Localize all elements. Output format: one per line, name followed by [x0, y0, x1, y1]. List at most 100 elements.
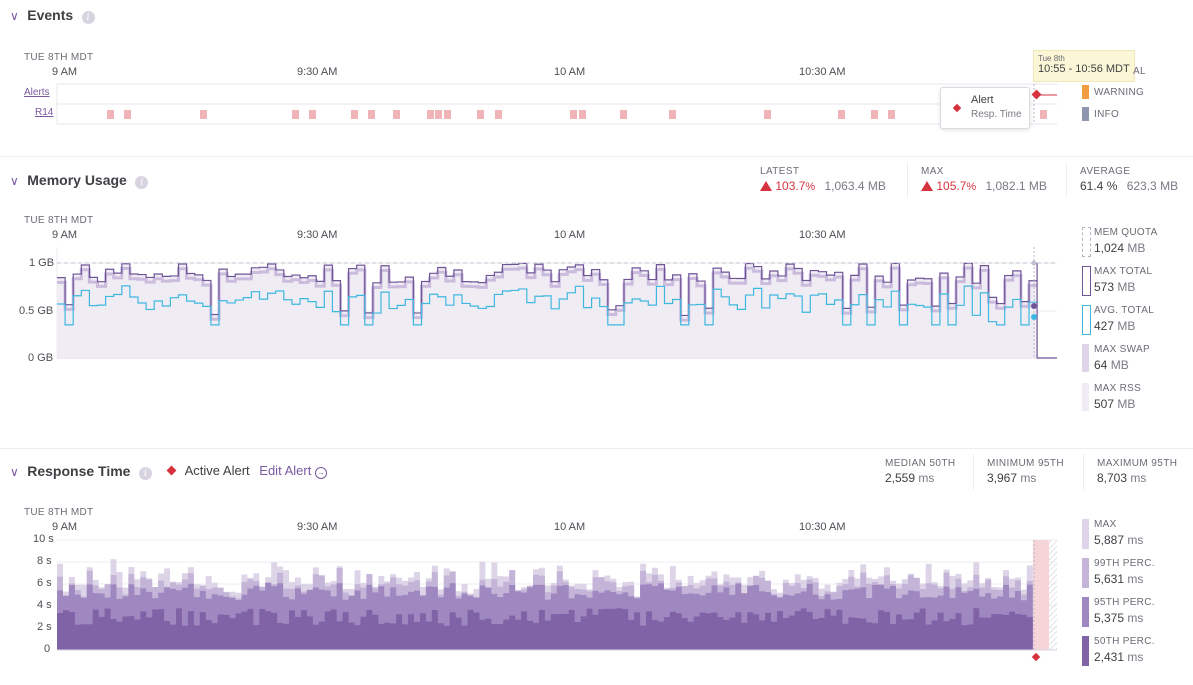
mem-drop-line [1036, 263, 1057, 359]
mem-swap-band [57, 266, 1038, 322]
r14-event-mark [838, 110, 845, 119]
response-tick-1030am: 10:30 AM [799, 521, 846, 533]
edit-alert-link[interactable]: Edit Alert [259, 463, 312, 478]
r14-event-mark [435, 110, 442, 119]
r14-event-mark [477, 110, 484, 119]
chevron-down-icon[interactable]: ∨ [10, 9, 19, 23]
memory-header[interactable]: ∨ Memory Usage i [10, 172, 149, 190]
stat-average-mb: 623.3 MB [1126, 179, 1179, 193]
r14-event-mark [579, 110, 586, 119]
r14-event-mark [200, 110, 207, 119]
stat-divider [1066, 162, 1067, 198]
info-icon[interactable]: i [138, 467, 152, 480]
stat-median-label: MEDIAN 50TH [885, 458, 956, 469]
response-ytick-2s: 2 s [37, 621, 52, 633]
mem-max-total-line [57, 262, 1038, 317]
tooltip-range: 10:55 - 10:56 MDT [1038, 63, 1130, 75]
memory-legend-value: 573 MB [1094, 280, 1136, 294]
response-legend-label: 95TH PERC. [1094, 597, 1155, 608]
response-ytick-8s: 8 s [37, 555, 52, 567]
response-tick-9am: 9 AM [52, 521, 78, 533]
memory-chart [56, 247, 1057, 359]
stat-max-label: MAX [921, 166, 944, 177]
time-tooltip: Tue 8th 10:55 - 10:56 MDT [1033, 50, 1135, 82]
alert-marker-icon[interactable] [1031, 652, 1041, 662]
stat-latest-mb: 1,063.4 MB [824, 179, 886, 193]
memory-tick-9am: 9 AM [52, 229, 78, 241]
tooltip-day: Tue 8th [1038, 54, 1065, 63]
active-alert-row: Active Alert Edit Alert → [166, 463, 327, 479]
r14-event-mark [292, 110, 299, 119]
response-ytick-0: 0 [44, 643, 51, 655]
memory-legend-label: MEM QUOTA [1094, 227, 1158, 238]
memory-ytick-05gb: 0.5 GB [19, 305, 54, 317]
r14-event-mark [620, 110, 627, 119]
section-divider [0, 448, 1193, 449]
info-icon[interactable]: i [81, 11, 95, 24]
section-divider [0, 156, 1193, 157]
response-stat-max95: MAXIMUM 95TH 8,703 ms [1097, 458, 1177, 485]
memory-tick-1030am: 10:30 AM [799, 229, 846, 241]
memory-legend-label: MAX RSS [1094, 383, 1142, 394]
memory-legend-value: 1,024 MB [1094, 241, 1146, 255]
r14-event-mark [393, 110, 400, 119]
response-tick-10am: 10 AM [554, 521, 586, 533]
alert-window-highlight [1033, 540, 1049, 650]
r14-event-mark [351, 110, 358, 119]
response-legend-label: 99TH PERC. [1094, 558, 1155, 569]
warning-legend-swatch [1082, 85, 1089, 99]
alert-popup[interactable]: Alert Resp. Time [940, 87, 1030, 129]
response-tick-930am: 9:30 AM [297, 521, 338, 533]
stat-min95-num: 3,967 [987, 471, 1018, 485]
memory-legend-value: 427 MB [1094, 319, 1136, 333]
alert-marker-icon[interactable] [1031, 89, 1042, 100]
events-date-label: TUE 8TH MDT [24, 52, 94, 63]
arrow-right-circle-icon[interactable]: → [314, 467, 327, 479]
tooltip-overflow-text: AL [1133, 66, 1146, 77]
stat-median-num: 2,559 [885, 471, 916, 485]
r14-event-mark [888, 110, 895, 119]
mem-area [57, 263, 1038, 358]
response-section: ∨ Response Time i Active Alert Edit Aler… [0, 449, 1193, 685]
response-legend-swatch [1082, 636, 1089, 666]
stat-average-pct: 61.4 % [1080, 179, 1118, 193]
memory-legend-value: 507 MB [1094, 397, 1136, 411]
memory-title: Memory Usage [27, 172, 127, 188]
response-legend-value: 5,631 ms [1094, 572, 1144, 586]
chevron-down-icon[interactable]: ∨ [10, 174, 19, 188]
events-section: ∨ Events i TUE 8TH MDT 9 AM 9:30 AM 10 A… [0, 0, 1193, 156]
stat-median-unit: ms [918, 471, 935, 485]
events-header[interactable]: ∨ Events i [10, 7, 95, 25]
alerts-row-link[interactable]: Alerts [24, 87, 50, 98]
memory-legend-value: 64 MB [1094, 358, 1129, 372]
r14-event-mark [309, 110, 316, 119]
events-tick-1030am: 10:30 AM [799, 66, 846, 78]
response-ytick-4s: 4 s [37, 599, 52, 611]
warning-icon [921, 181, 933, 191]
chevron-down-icon[interactable]: ∨ [10, 465, 19, 479]
memory-date-label: TUE 8TH MDT [24, 215, 94, 226]
memory-legend-label: MAX TOTAL [1094, 266, 1153, 277]
memory-legend-label: MAX SWAP [1094, 344, 1150, 355]
stat-min95-unit: ms [1020, 471, 1037, 485]
stat-divider [1083, 454, 1084, 490]
r14-row-link[interactable]: R14 [35, 107, 54, 118]
response-legend-swatch [1082, 558, 1089, 588]
memory-legend-swatch [1082, 383, 1089, 411]
memory-stat-max: MAX 105.7% 1,082.1 MB [921, 166, 1047, 193]
r14-event-mark [427, 110, 434, 119]
memory-tick-10am: 10 AM [554, 229, 586, 241]
alert-diamond-icon [952, 103, 962, 113]
alert-popup-title: Alert [971, 94, 994, 106]
stat-divider [973, 454, 974, 490]
stat-max-pct-unit: % [966, 181, 977, 193]
r14-event-mark [368, 110, 375, 119]
r14-event-mark [570, 110, 577, 119]
response-header[interactable]: ∨ Response Time i [10, 463, 152, 481]
memory-legend-swatch [1082, 227, 1091, 257]
info-icon[interactable]: i [135, 176, 149, 189]
r14-event-mark [124, 110, 131, 119]
response-ytick-6s: 6 s [37, 577, 52, 589]
stat-latest-pct: 103.7 [775, 179, 806, 193]
events-tick-930am: 9:30 AM [297, 66, 338, 78]
